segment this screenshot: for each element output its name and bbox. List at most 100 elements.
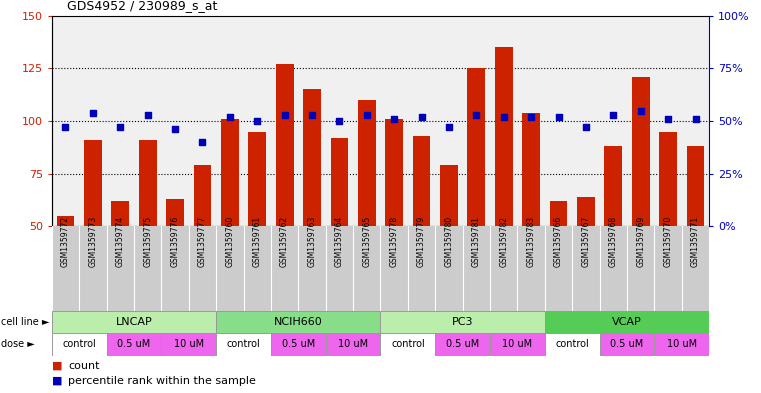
Bar bbox=[330, 138, 349, 226]
Text: GDS4952 / 230989_s_at: GDS4952 / 230989_s_at bbox=[67, 0, 218, 12]
Point bbox=[251, 118, 263, 124]
Bar bbox=[275, 64, 294, 226]
Bar bbox=[435, 333, 490, 356]
Bar bbox=[545, 311, 709, 333]
Text: GSM1359764: GSM1359764 bbox=[335, 216, 344, 267]
Bar bbox=[111, 201, 129, 226]
Point bbox=[662, 116, 674, 122]
Text: control: control bbox=[556, 340, 589, 349]
Point bbox=[388, 116, 400, 122]
Point bbox=[443, 124, 455, 130]
Bar bbox=[52, 311, 216, 333]
Bar bbox=[161, 333, 216, 356]
Bar bbox=[139, 140, 157, 226]
Point bbox=[306, 112, 318, 118]
Bar bbox=[216, 333, 271, 356]
Point bbox=[114, 124, 126, 130]
Text: GSM1359781: GSM1359781 bbox=[472, 216, 481, 267]
Text: dose ►: dose ► bbox=[1, 340, 34, 349]
Text: GSM1359765: GSM1359765 bbox=[362, 216, 371, 267]
Point bbox=[635, 107, 647, 114]
Point bbox=[333, 118, 345, 124]
Bar bbox=[549, 201, 568, 226]
Point bbox=[580, 124, 592, 130]
Text: GSM1359767: GSM1359767 bbox=[581, 216, 591, 267]
Point bbox=[689, 116, 702, 122]
Point bbox=[416, 114, 428, 120]
Bar bbox=[440, 165, 458, 226]
Text: GSM1359779: GSM1359779 bbox=[417, 216, 426, 267]
Text: GSM1359763: GSM1359763 bbox=[307, 216, 317, 267]
Bar bbox=[271, 333, 326, 356]
Bar bbox=[467, 68, 486, 226]
Text: percentile rank within the sample: percentile rank within the sample bbox=[68, 376, 256, 386]
Text: 0.5 uM: 0.5 uM bbox=[282, 340, 315, 349]
Bar bbox=[632, 77, 650, 226]
Bar bbox=[495, 47, 513, 226]
Text: GSM1359776: GSM1359776 bbox=[170, 216, 180, 267]
Text: control: control bbox=[62, 340, 96, 349]
Point bbox=[552, 114, 565, 120]
Text: GSM1359778: GSM1359778 bbox=[390, 216, 399, 267]
Point bbox=[279, 112, 291, 118]
Text: GSM1359774: GSM1359774 bbox=[116, 216, 125, 267]
Text: GSM1359762: GSM1359762 bbox=[280, 216, 289, 267]
Bar bbox=[221, 119, 239, 226]
Text: GSM1359780: GSM1359780 bbox=[444, 216, 454, 267]
Point bbox=[361, 112, 373, 118]
Text: GSM1359770: GSM1359770 bbox=[664, 216, 673, 267]
Point bbox=[224, 114, 236, 120]
Bar bbox=[522, 113, 540, 226]
Text: GSM1359768: GSM1359768 bbox=[609, 216, 618, 267]
Text: 0.5 uM: 0.5 uM bbox=[446, 340, 479, 349]
Point bbox=[169, 126, 181, 132]
Bar bbox=[56, 216, 75, 226]
Point bbox=[59, 124, 72, 130]
Text: GSM1359766: GSM1359766 bbox=[554, 216, 563, 267]
Bar bbox=[654, 333, 709, 356]
Point bbox=[87, 110, 99, 116]
Text: NCIH660: NCIH660 bbox=[274, 317, 323, 327]
Bar bbox=[380, 333, 435, 356]
Bar bbox=[490, 333, 545, 356]
Bar bbox=[600, 333, 654, 356]
Text: control: control bbox=[227, 340, 260, 349]
Point bbox=[470, 112, 482, 118]
Text: 10 uM: 10 uM bbox=[338, 340, 368, 349]
Text: 10 uM: 10 uM bbox=[502, 340, 533, 349]
Text: GSM1359773: GSM1359773 bbox=[88, 216, 97, 267]
Point bbox=[142, 112, 154, 118]
Text: GSM1359771: GSM1359771 bbox=[691, 216, 700, 267]
Bar bbox=[248, 132, 266, 226]
Point bbox=[498, 114, 510, 120]
Bar bbox=[107, 333, 161, 356]
Bar bbox=[303, 90, 321, 226]
Text: GSM1359775: GSM1359775 bbox=[143, 216, 152, 267]
Bar bbox=[385, 119, 403, 226]
Text: 0.5 uM: 0.5 uM bbox=[610, 340, 644, 349]
Bar bbox=[84, 140, 102, 226]
Text: GSM1359783: GSM1359783 bbox=[527, 216, 536, 267]
Text: 0.5 uM: 0.5 uM bbox=[117, 340, 151, 349]
Text: GSM1359761: GSM1359761 bbox=[253, 216, 262, 267]
Bar bbox=[380, 311, 545, 333]
Text: GSM1359760: GSM1359760 bbox=[225, 216, 234, 267]
Point bbox=[607, 112, 619, 118]
Bar bbox=[216, 311, 380, 333]
Text: GSM1359782: GSM1359782 bbox=[499, 216, 508, 267]
Text: 10 uM: 10 uM bbox=[174, 340, 204, 349]
Text: GSM1359769: GSM1359769 bbox=[636, 216, 645, 267]
Text: cell line ►: cell line ► bbox=[1, 317, 49, 327]
Bar bbox=[412, 136, 431, 226]
Bar bbox=[545, 333, 600, 356]
Bar bbox=[659, 132, 677, 226]
Text: count: count bbox=[68, 360, 100, 371]
Text: ■: ■ bbox=[52, 376, 62, 386]
Text: VCAP: VCAP bbox=[612, 317, 642, 327]
Bar bbox=[52, 333, 107, 356]
Bar bbox=[686, 146, 705, 226]
Bar bbox=[326, 333, 380, 356]
Point bbox=[525, 114, 537, 120]
Text: GSM1359777: GSM1359777 bbox=[198, 216, 207, 267]
Text: LNCAP: LNCAP bbox=[116, 317, 152, 327]
